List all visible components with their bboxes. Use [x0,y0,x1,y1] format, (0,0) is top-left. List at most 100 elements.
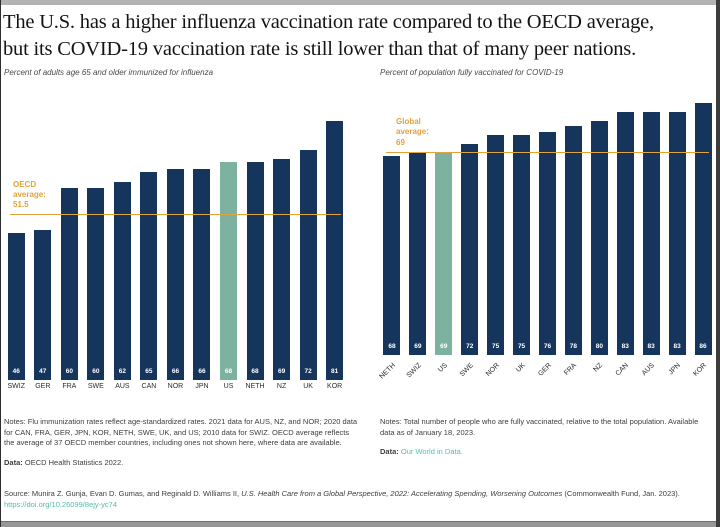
bar-column-ger: 76 GER [535,100,561,378]
axis-tick-fra: FRA [62,383,77,390]
bar-nor: 66 [166,168,184,380]
bar-value-nor: 75 [492,343,500,350]
axis-tick-kor: KOR [327,383,343,390]
bar-value-neth: 68 [251,368,259,375]
bar-nor: 75 [487,135,505,355]
flu-data-label: Data: [4,457,23,467]
axis-tick-aus: AUS [115,383,130,390]
axis-tick-swe: SWE [87,383,104,390]
window-border-bottom [1,521,716,527]
bar-ger: 76 [538,132,556,355]
axis-tick-nor: NOR [167,383,184,390]
bar-us: 69 [435,152,453,355]
bar-swe: 60 [87,188,105,380]
average-annotation: OECD average: 51.5 [13,179,46,209]
bar-column-aus: 83 AUS [638,100,664,377]
bar-jpn: 66 [193,168,211,380]
bar-column-neth: 68 NETH [242,100,269,390]
bar-swe: 72 [461,144,479,355]
bar-column-nor: 66 NOR [162,100,189,390]
bar-kor: 86 [694,103,712,355]
average-reference-line [10,214,341,216]
bar-value-aus: 62 [118,368,126,375]
bar-value-jpn: 83 [673,343,681,350]
bar-swiz: 46 [7,232,25,380]
bar-column-kor: 86 KOR [690,100,716,378]
bar-column-neth: 68 NETH [378,100,405,380]
source-prefix: Source: Munira Z. Gunja, Evan D. Gumas, … [4,489,242,498]
bar-value-neth: 68 [388,343,396,350]
flu-data-source: OECD Health Statistics 2022. [24,457,124,467]
axis-tick-uk: UK [303,383,313,390]
bar-column-swiz: 46 SWIZ [3,100,30,390]
bar-value-us: 69 [440,343,448,350]
bar-value-nor: 66 [171,368,180,375]
covid-chart-notes: Notes: Total number of people who are fu… [380,417,710,458]
bar-value-aus: 83 [647,343,655,350]
bar-value-uk: 72 [304,368,312,375]
source-citation: Source: Munira Z. Gunja, Evan D. Gumas, … [4,489,714,510]
bar-nz: 69 [273,159,291,380]
bar-can: 65 [140,172,158,380]
bar-nz: 80 [590,120,608,355]
average-annotation: Global average: 69 [396,117,429,147]
window-border-top [1,0,716,5]
bar-ger: 47 [34,229,52,380]
axis-tick-swiz: SWIZ [7,383,26,390]
bar-value-swiz: 69 [414,343,422,350]
bar-column-uk: 72 UK [295,100,322,390]
bar-can: 83 [616,111,634,355]
bar-column-swe: 60 SWE [83,100,110,390]
bar-column-swiz: 69 SWIZ [405,100,431,379]
bar-column-jpn: 66 JPN [189,100,216,390]
axis-tick-can: CAN [141,383,157,390]
bar-column-uk: 75 UK [509,100,535,374]
bar-column-can: 65 CAN [136,100,163,390]
bar-aus: 62 [113,181,131,380]
bar-value-ger: 76 [543,343,552,350]
bar-value-swe: 60 [92,368,100,375]
bar-kor: 81 [326,120,344,380]
covid-data-source-link[interactable]: Our World in Data. [400,447,463,456]
bar-value-kor: 86 [699,343,707,350]
page-title: The U.S. has a higher influenza vaccinat… [3,9,715,62]
bar-neth: 68 [246,162,264,380]
covid-notes-text: Notes: Total number of people who are fu… [380,417,699,437]
bar-value-can: 65 [145,368,153,375]
axis-tick-nz: NZ [276,383,287,390]
bar-value-swe: 72 [466,343,474,350]
axis-tick-ger: GER [35,383,51,390]
source-doi-link[interactable]: https://doi.org/10.26099/8ejy-yc74 [4,499,117,509]
bar-fra: 60 [60,188,78,380]
bar-value-nz: 69 [277,368,286,375]
bar-column-nz: 80 NZ [586,100,612,374]
source-suffix: (Commonwealth Fund, Jan. 2023). [562,489,680,498]
bar-value-us: 68 [224,368,233,375]
covid-chart-subtitle: Percent of population fully vaccinated f… [380,68,564,77]
title-line-2: but its COVID-19 vaccination rate is sti… [3,37,637,60]
covid-bar-chart: 68 NETH 69 SWIZ 69 US 72 SWE 75 NOR 75 UK 76 GER 78 FRA… [378,100,716,380]
axis-tick-us: US [223,383,234,390]
bar-column-ger: 47 GER [30,100,57,390]
flu-chart-notes: Notes: Flu immunization rates reflect ag… [4,417,358,468]
bar-neth: 68 [383,155,401,355]
source-report-title: U.S. Health Care from a Global Perspecti… [241,489,563,498]
flu-data-line: Data: OECD Health Statistics 2022. [4,458,358,469]
bar-value-jpn: 66 [198,368,206,375]
bar-value-kor: 81 [331,368,339,375]
bar-fra: 78 [564,126,582,355]
average-reference-line [386,151,709,153]
bar-column-us: 68 US [215,100,242,390]
bar-uk: 72 [299,149,317,380]
flu-notes-text: Notes: Flu immunization rates reflect ag… [4,417,358,447]
bar-value-swiz: 46 [12,368,20,375]
bar-column-us: 69 US [431,100,457,374]
bar-column-jpn: 83 JPN [664,100,690,376]
bar-value-fra: 60 [65,368,73,375]
bar-column-nor: 75 NOR [483,100,509,378]
bar-column-fra: 78 FRA [560,100,586,377]
bar-value-ger: 47 [39,368,47,375]
title-line-1: The U.S. has a higher influenza vaccinat… [3,11,654,33]
bar-column-nz: 69 NZ [268,100,295,390]
